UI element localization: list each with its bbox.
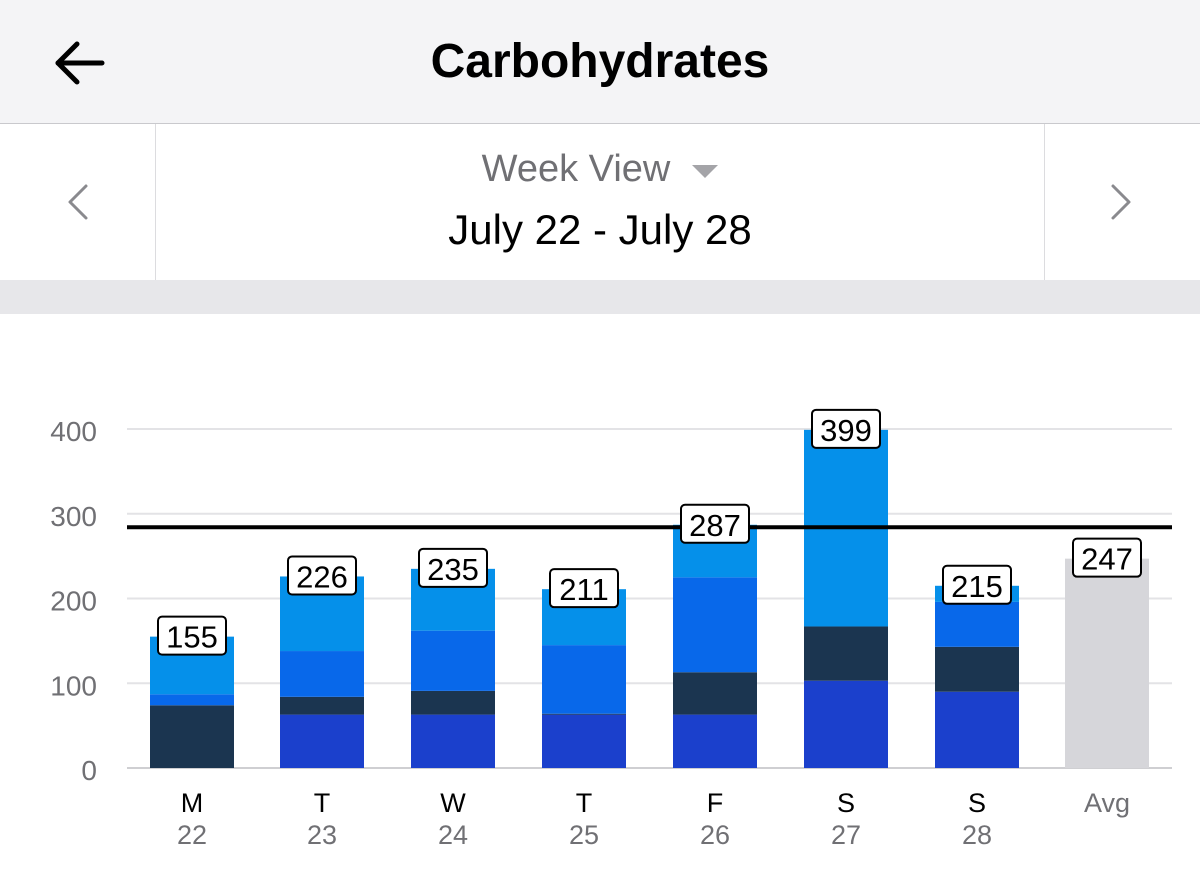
view-selector[interactable]: Week View bbox=[156, 138, 1044, 200]
value-label-box bbox=[811, 408, 881, 449]
x-tick-date: 28 bbox=[962, 820, 992, 850]
bar-segment[interactable] bbox=[411, 714, 495, 768]
x-tick-day: S bbox=[968, 788, 986, 818]
x-tick-date: 26 bbox=[700, 820, 730, 850]
x-tick-day: S bbox=[837, 788, 855, 818]
x-tick-day: T bbox=[576, 788, 593, 818]
bar-chart: 0100200300400155M22226T23235W24211T25287… bbox=[50, 408, 1172, 850]
bar-segment[interactable] bbox=[411, 690, 495, 715]
carbs-chart: 0 100 200 300 400 155 M 22 226 T 23 235 W 24 211 T 25 287… bbox=[0, 314, 1200, 882]
chevron-right-icon bbox=[1111, 184, 1131, 220]
bar-segment[interactable] bbox=[280, 696, 364, 715]
x-tick-date: 23 bbox=[307, 820, 337, 850]
divider bbox=[1044, 124, 1045, 280]
bar-segment[interactable] bbox=[673, 577, 757, 673]
date-range: July 22 - July 28 bbox=[448, 206, 752, 253]
value-label-box bbox=[157, 615, 227, 656]
x-tick-day: T bbox=[314, 788, 331, 818]
value-label-box bbox=[287, 555, 357, 596]
value-label: 215 bbox=[951, 569, 1003, 604]
bar-segment[interactable] bbox=[1065, 558, 1149, 768]
y-tick-label: 0 bbox=[81, 755, 97, 786]
caret-down-icon bbox=[692, 164, 719, 178]
y-tick-label: 400 bbox=[50, 416, 97, 447]
bar-segment[interactable] bbox=[280, 651, 364, 697]
x-tick-date: 27 bbox=[831, 820, 861, 850]
value-label-box bbox=[680, 503, 750, 544]
date-navigator: Week View July 22 - July 28 bbox=[0, 124, 1200, 280]
bar-segment[interactable] bbox=[804, 680, 888, 768]
value-label: 247 bbox=[1081, 542, 1133, 577]
x-tick-day: F bbox=[707, 788, 724, 818]
bar-segment[interactable] bbox=[150, 694, 234, 706]
x-tick-day: W bbox=[440, 788, 466, 818]
bar-segment[interactable] bbox=[935, 691, 1019, 768]
bar-segment[interactable] bbox=[673, 672, 757, 715]
previous-week-button[interactable] bbox=[0, 124, 155, 280]
x-tick-date: 24 bbox=[438, 820, 468, 850]
value-label-box bbox=[942, 564, 1012, 605]
x-tick-day: M bbox=[181, 788, 204, 818]
value-label-box bbox=[549, 568, 619, 609]
back-button[interactable] bbox=[52, 38, 108, 88]
bar-segment[interactable] bbox=[935, 601, 1019, 647]
value-label-box bbox=[1072, 537, 1142, 578]
chevron-left-icon bbox=[68, 184, 88, 220]
arrow-left-icon bbox=[55, 41, 105, 85]
bar-segment[interactable] bbox=[673, 714, 757, 768]
section-separator bbox=[0, 280, 1200, 314]
bar-segment[interactable] bbox=[542, 713, 626, 715]
bar-segment[interactable] bbox=[411, 630, 495, 691]
x-tick-date: 25 bbox=[569, 820, 599, 850]
view-label: Week View bbox=[481, 147, 671, 190]
value-label: 399 bbox=[820, 413, 872, 448]
y-tick-label: 200 bbox=[50, 586, 97, 617]
x-tick-day: Avg bbox=[1084, 788, 1130, 818]
value-label: 155 bbox=[166, 620, 218, 655]
divider bbox=[155, 124, 156, 280]
next-week-button[interactable] bbox=[1045, 124, 1200, 280]
y-tick-label: 100 bbox=[50, 670, 97, 701]
page-title: Carbohydrates bbox=[430, 35, 770, 88]
bar-segment[interactable] bbox=[804, 626, 888, 681]
x-tick-date: 22 bbox=[177, 820, 207, 850]
nav-bar: Carbohydrates bbox=[0, 0, 1200, 124]
value-label: 226 bbox=[296, 559, 348, 594]
bar-segment[interactable] bbox=[150, 705, 234, 768]
y-tick-label: 300 bbox=[50, 501, 97, 532]
value-label: 235 bbox=[427, 552, 479, 587]
value-label: 287 bbox=[689, 508, 741, 543]
bar-segment[interactable] bbox=[542, 714, 626, 768]
bar-segment[interactable] bbox=[280, 714, 364, 768]
bar-segment[interactable] bbox=[542, 645, 626, 714]
value-label-box bbox=[418, 547, 488, 588]
value-label: 211 bbox=[559, 572, 608, 607]
bar-segment[interactable] bbox=[935, 646, 1019, 692]
